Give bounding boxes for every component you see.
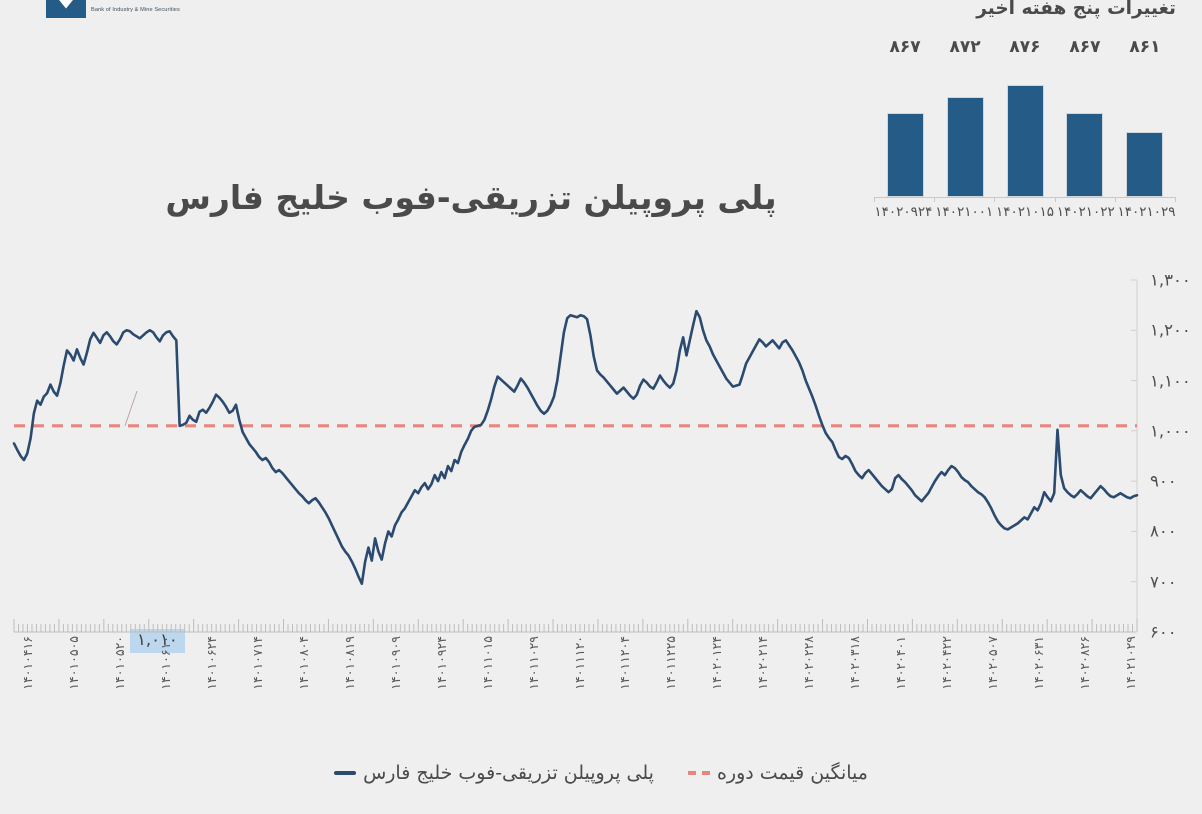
- mini-bar-column: ۸۶۱: [1116, 37, 1174, 197]
- x-axis-label: ۱۴۰۲۰۶۳۱: [1031, 636, 1047, 690]
- x-axis-label: ۱۴۰۱۰۴۱۶: [20, 636, 35, 690]
- price-line-chart-svg: [12, 279, 1139, 633]
- x-axis-label: ۱۴۰۲۰۴۰۱: [893, 636, 909, 690]
- mini-bar-column: ۸۶۷: [876, 37, 934, 197]
- mini-bar[interactable]: ۸۷۶: [1006, 37, 1044, 197]
- mini-chart-category-labels: ۱۴۰۲۰۹۲۴ ۱۴۰۲۱۰۰۱ ۱۴۰۲۱۰۱۵ ۱۴۰۲۱۰۲۲ ۱۴۰۲۱۰۲۹: [874, 204, 1176, 220]
- mini-bar-column: ۸۶۷: [1056, 37, 1114, 197]
- x-axis-label: ۱۴۰۱۰۷۱۴: [249, 636, 265, 690]
- x-axis-label: ۱۴۰۱۰۸۱۹: [341, 636, 357, 690]
- average-price-callout: ۱,۰۱۰: [130, 629, 185, 653]
- mini-bar[interactable]: ۸۶۷: [886, 37, 924, 197]
- company-logo: Bank of Industry & Mine Securities: [46, 0, 186, 18]
- legend-label-average: میانگین قیمت دوره: [716, 762, 868, 784]
- logo-mark-icon: [46, 0, 86, 18]
- mini-bar-category-label: ۱۴۰۲۰۹۲۴: [874, 204, 933, 220]
- price-line-chart: ۶۰۰ ۷۰۰ ۸۰۰ ۹۰۰ ۱,۰۰۰ ۱,۱۰۰ ۱,۲۰۰ ۱,۳۰۰ ۱,۰۱۰: [0, 258, 1202, 658]
- mini-axis-tick: [874, 197, 876, 202]
- y-axis-label: ۱,۰۰۰: [1150, 421, 1191, 441]
- mini-axis-tick: [1114, 197, 1116, 202]
- x-axis-ticks: [13, 619, 1138, 633]
- legend-label-series: پلی پروپیلن تزریقی-فوب خلیج فارس: [363, 762, 654, 784]
- mini-axis-tick: [1175, 197, 1176, 202]
- y-axis-label: ۱,۳۰۰: [1150, 270, 1191, 290]
- x-axis-label: ۱۴۰۲۰۵۰۷: [985, 636, 1001, 690]
- mini-bar-value-label: ۸۶۷: [1069, 37, 1101, 57]
- y-axis-label: ۸۰۰: [1150, 521, 1177, 541]
- mini-bar-value-label: ۸۷۶: [1009, 37, 1041, 57]
- x-axis-label: ۱۴۰۲۰۱۲۴: [709, 636, 725, 690]
- x-axis-label: ۱۴۰۲۰۸۲۶: [1077, 636, 1093, 690]
- mini-bar[interactable]: ۸۷۲: [946, 37, 984, 197]
- dashed-line-swatch-icon: [687, 771, 710, 775]
- callout-leader-line: [124, 390, 138, 426]
- mini-bar[interactable]: ۸۶۷: [1066, 37, 1104, 197]
- x-axis-label: ۱۴۰۲۰۳۱۸: [847, 636, 863, 690]
- x-axis-label: ۱۴۰۲۰۲۲۸: [801, 636, 817, 690]
- price-series-line: [12, 309, 1139, 586]
- x-axis-label: ۱۴۰۱۱۲۲۵: [663, 636, 679, 690]
- x-axis-label: ۱۴۰۱۰۵۲۰: [111, 636, 127, 690]
- x-axis-labels: ۱۴۰۱۰۴۱۶ ۱۴۰۱۰۵۰۵ ۱۴۰۱۰۵۲۰ ۱۴۰۱۰۶۱۰ ۱۴۰۱۰۶۲۴…: [0, 636, 1202, 746]
- mini-bar-column: ۸۷۶: [996, 37, 1054, 197]
- x-axis-label: ۱۴۰۱۰۹۰۹: [387, 636, 403, 690]
- mini-bar-column: ۸۷۲: [936, 37, 994, 197]
- legend-item-average[interactable]: میانگین قیمت دوره: [687, 762, 868, 784]
- x-axis-label: ۱۴۰۱۱۱۲۰: [571, 636, 587, 690]
- x-axis-label: ۱۴۰۱۱۰۲۹: [525, 636, 541, 690]
- mini-bar-category-label: ۱۴۰۲۱۰۱۵: [995, 204, 1054, 220]
- page-title: پلی پروپیلن تزریقی-فوب خلیج فارس: [165, 178, 777, 217]
- mini-chart-axis-ticks: [874, 197, 1176, 202]
- logo-text: Bank of Industry & Mine Securities: [91, 7, 180, 14]
- mini-axis-tick: [1054, 197, 1056, 202]
- chart-legend: میانگین قیمت دوره پلی پروپیلن تزریقی-فوب…: [0, 762, 1202, 784]
- x-axis-label: ۱۴۰۱۱۲۰۴: [617, 636, 633, 690]
- mini-bar-value-label: ۸۷۲: [949, 37, 981, 57]
- y-axis-label: ۶۰۰: [1150, 622, 1177, 642]
- x-axis-label: ۱۴۰۱۰۶۲۴: [203, 636, 219, 690]
- mini-axis-tick: [994, 197, 996, 202]
- y-axis-labels: ۶۰۰ ۷۰۰ ۸۰۰ ۹۰۰ ۱,۰۰۰ ۱,۱۰۰ ۱,۲۰۰ ۱,۳۰۰: [1150, 258, 1202, 658]
- x-axis-label: ۱۴۰۱۰۶۱۰: [157, 636, 173, 690]
- mini-axis-tick: [934, 197, 936, 202]
- mini-bar[interactable]: ۸۶۱: [1126, 37, 1164, 197]
- y-axis-label: ۱,۱۰۰: [1150, 371, 1191, 391]
- mini-bar-category-label: ۱۴۰۲۱۰۲۲: [1056, 204, 1115, 220]
- mini-bar-value-label: ۸۶۷: [889, 37, 921, 57]
- x-axis-label: ۱۴۰۱۰۹۲۴: [433, 636, 449, 690]
- x-axis-label: ۱۴۰۱۰۸۰۴: [295, 636, 311, 690]
- y-axis-tick-marks: [1131, 279, 1137, 633]
- five-week-changes-panel: تغییرات پنج هفته اخیر ۸۶۷ ۸۷۲ ۸۷۶ ۸۶۷ ۸۶۱ ۱۴…: [864, 0, 1184, 236]
- x-axis-label: ۱۴۰۲۰۲۱۴: [755, 636, 771, 690]
- y-axis-label: ۱,۲۰۰: [1150, 320, 1191, 340]
- y-axis-label: ۷۰۰: [1150, 572, 1177, 592]
- mini-bar-value-label: ۸۶۱: [1129, 37, 1161, 57]
- x-axis-label: ۱۴۰۲۱۰۲۹: [1123, 636, 1138, 690]
- mini-bar-category-label: ۱۴۰۲۱۰۲۹: [1117, 204, 1176, 220]
- mini-bar-category-label: ۱۴۰۲۱۰۰۱: [935, 204, 994, 220]
- x-axis-label: ۱۴۰۱۰۵۰۵: [65, 636, 81, 690]
- mini-chart-plot: ۸۶۷ ۸۷۲ ۸۷۶ ۸۶۷ ۸۶۱: [874, 37, 1176, 197]
- y-axis-label: ۹۰۰: [1150, 471, 1177, 491]
- mini-chart-title: تغییرات پنج هفته اخیر: [976, 0, 1176, 19]
- x-axis-label: ۱۴۰۱۱۰۱۵: [479, 636, 495, 690]
- legend-item-series[interactable]: پلی پروپیلن تزریقی-فوب خلیج فارس: [334, 762, 654, 784]
- mini-chart-axis-line: [874, 197, 1176, 198]
- mini-bar-group: ۸۶۷ ۸۷۲ ۸۷۶ ۸۶۷ ۸۶۱: [874, 37, 1176, 197]
- solid-line-swatch-icon: [334, 771, 357, 775]
- x-axis-label: ۱۴۰۲۰۴۲۲: [939, 636, 955, 690]
